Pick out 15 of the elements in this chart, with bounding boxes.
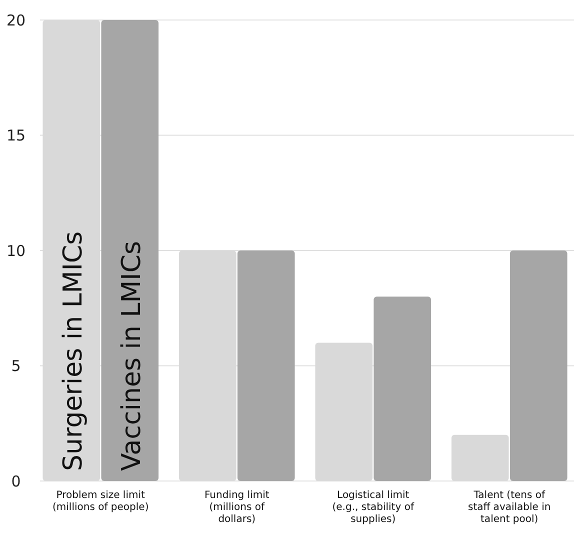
y-tick-label: 0 [11, 472, 21, 490]
bar [510, 250, 568, 481]
y-tick-label: 20 [6, 11, 26, 30]
bar [101, 20, 159, 481]
y-tick-label: 10 [6, 242, 26, 260]
bar [237, 250, 295, 481]
x-tick-label: Logistical limit (e.g., stability of supplies) [332, 490, 414, 525]
series-label: Vaccines in LMICs [116, 240, 147, 471]
bar [374, 296, 432, 481]
series-label: Surgeries in LMICs [58, 231, 88, 471]
y-tick-label: 15 [6, 126, 26, 144]
x-tick-label: Funding limit (millions of dollars) [204, 490, 270, 525]
x-tick-label: Problem size limit (millions of people) [52, 490, 149, 513]
x-tick-label: Talent (tens of staff available in talent pool) [468, 490, 551, 525]
y-tick-label: 5 [11, 357, 21, 375]
